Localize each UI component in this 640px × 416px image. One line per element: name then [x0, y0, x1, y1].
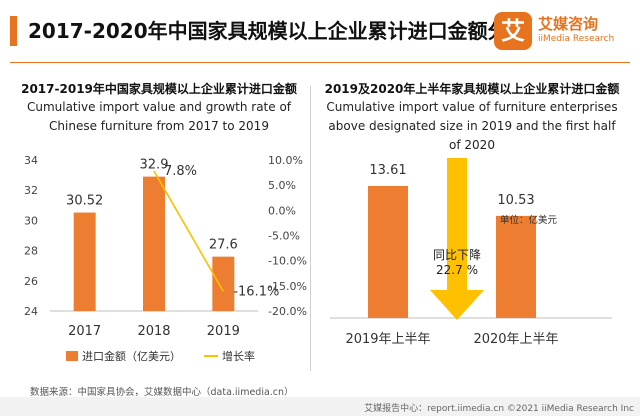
- decline-annotation-line2: 22.7 %: [436, 263, 478, 277]
- x-tick-label: 2019年上半年: [345, 332, 430, 347]
- bar-value-label: 13.61: [369, 163, 406, 178]
- brand-logo: 艾 艾媒咨询 iiMedia Research: [494, 12, 622, 52]
- decline-arrow-icon: [430, 158, 484, 320]
- bar-2017: [73, 212, 96, 311]
- bar-2018: [143, 176, 165, 311]
- x-tick-label: 2017: [68, 324, 101, 339]
- bar-value-label: 27.6: [209, 238, 238, 253]
- y-right-tick-label: -15.0%: [268, 280, 307, 293]
- y-left-tick-label: 26: [24, 275, 38, 288]
- legend-swatch-import-value: [66, 351, 78, 361]
- footer-text: 艾媒报告中心：report.iimedia.cn ©2021 iiMedia R…: [364, 404, 634, 414]
- title-accent-bar: [10, 16, 17, 46]
- decline-annotation-line1: 同比下降: [433, 248, 481, 262]
- panel-divider: [310, 86, 311, 371]
- y-right-tick-label: 10.0%: [268, 154, 303, 167]
- y-left-tick-label: 32: [24, 184, 38, 197]
- y-left-tick-label: 24: [24, 305, 38, 318]
- data-source: 数据来源：中国家具协会，艾媒数据中心（data.iimedia.cn）: [30, 387, 294, 398]
- header-divider: [10, 62, 630, 63]
- left-chart: 24 26 28 30 32 34 10.0% 5.0% 0.0% -5.0% -10.0% -15.…: [24, 154, 307, 363]
- x-tick-label: 2018: [137, 324, 170, 339]
- title-bar: 2017-2020年中国家具规模以上企业累计进口金额分析 艾 艾媒咨询 iiMe…: [0, 0, 640, 62]
- left-chart-subtitle: Cumulative import value and growth rate …: [26, 100, 292, 133]
- bar-value-label: 30.52: [66, 194, 103, 209]
- growth-rate-line: [153, 170, 225, 292]
- footer-bar: 艾媒报告中心：report.iimedia.cn ©2021 iiMedia R…: [0, 397, 640, 416]
- bar-value-label: 32.9: [140, 158, 169, 173]
- page-title: 2017-2020年中国家具规模以上企业累计进口金额分析: [28, 19, 528, 43]
- brand-subtitle: iiMedia Research: [538, 34, 615, 44]
- left-chart-title: 2017-2019年中国家具规模以上企业累计进口金额: [21, 82, 297, 96]
- growth-rate-label: -16.1%: [233, 284, 279, 299]
- y-left-tick-label: 34: [24, 154, 38, 167]
- legend-label-growth-rate: 增长率: [222, 349, 255, 363]
- right-chart-subtitle: Cumulative import value of furniture ent…: [326, 100, 618, 152]
- y-right-tick-label: -10.0%: [268, 255, 307, 268]
- y-left-tick-label: 30: [24, 214, 38, 227]
- x-tick-label: 2020年上半年: [473, 332, 558, 347]
- y-right-tick-label: -5.0%: [268, 230, 300, 243]
- bar-value-label: 10.53: [497, 193, 534, 208]
- growth-rate-label: 7.8%: [164, 164, 197, 179]
- unit-label: 单位：亿美元: [500, 214, 558, 226]
- legend-label-import-value: 进口金额（亿美元）: [82, 349, 181, 363]
- right-chart-title: 2019及2020年上半年家具规模以上企业累计进口金额: [324, 82, 620, 96]
- brand-name: 艾媒咨询: [538, 15, 599, 33]
- bar-2019: [212, 256, 235, 311]
- brand-mark-icon: 艾: [494, 12, 532, 50]
- y-left-tick-label: 28: [24, 245, 38, 258]
- y-right-tick-label: 0.0%: [268, 204, 296, 217]
- y-right-tick-label: 5.0%: [268, 179, 296, 192]
- y-right-tick-label: -20.0%: [268, 305, 307, 318]
- bar-2019年上半年: [368, 186, 408, 318]
- x-tick-label: 2019: [207, 324, 240, 339]
- bar-2020年上半年: [496, 215, 536, 318]
